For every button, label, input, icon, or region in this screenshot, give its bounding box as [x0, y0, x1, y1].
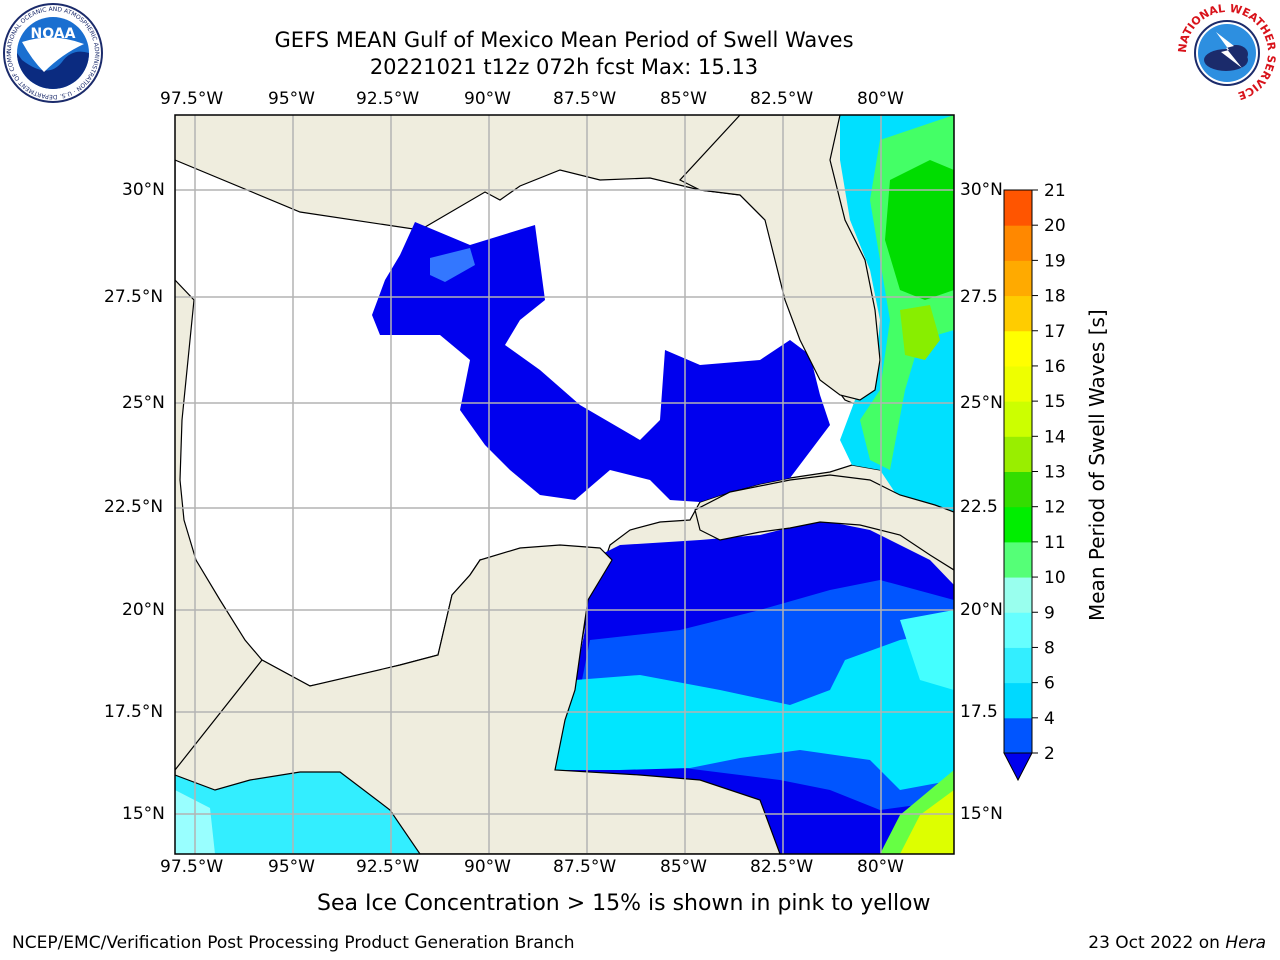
- noaa-logo-text: NOAA: [31, 26, 76, 42]
- colorbar-swatch: [1004, 190, 1032, 226]
- florida-land: [679, 115, 881, 401]
- lon-tick-label: 87.5°W: [553, 89, 617, 109]
- colorbar-tick-label: 9: [1044, 603, 1055, 623]
- colorbar-swatch: [1004, 330, 1032, 367]
- footer-date-text: 23 Oct 2022 on: [1088, 933, 1226, 953]
- footer-host: Hera: [1225, 933, 1266, 953]
- noaa-logo: NATIONAL OCEANIC AND ATMOSPHERIC ADMINIS…: [2, 2, 103, 103]
- atlantic-bright-green-region: [885, 160, 954, 300]
- atlantic-yellowgreen-region: [900, 305, 940, 360]
- lon-tick-label: 82.5°W: [750, 857, 814, 877]
- colorbar-swatch: [1004, 365, 1032, 402]
- lon-tick-label: 92.5°W: [356, 89, 420, 109]
- lat-tick-label: 30°N: [960, 180, 1003, 200]
- colorbar-swatch: [1004, 612, 1032, 648]
- map-field: [175, 115, 954, 854]
- colorbar-tick-label: 8: [1044, 638, 1055, 658]
- colorbar-swatch: [1004, 225, 1032, 261]
- lat-tick-label: 22.5°N: [104, 497, 164, 517]
- chart-subtitle: 20221021 t12z 072h fcst Max: 15.13: [369, 55, 759, 79]
- caribbean-swell-cyan: [555, 630, 954, 790]
- lat-tick-label: 25°N: [122, 393, 165, 413]
- colorbar-swatch: [1004, 717, 1032, 754]
- colorbar-tick-label: 19: [1044, 251, 1066, 271]
- lon-tick-label: 85°W: [660, 89, 707, 109]
- colorbar-swatch: [1004, 471, 1032, 508]
- map-gridlines: [175, 115, 954, 854]
- colorbar-swatch: [1004, 260, 1032, 297]
- lat-tick-label: 27.5°N: [104, 287, 164, 307]
- nws-logo: NATIONAL WEATHER SERVICE: [1176, 2, 1278, 102]
- lat-tick-label: 20°N: [960, 600, 1003, 620]
- colorbar-tick-label: 18: [1044, 287, 1066, 307]
- caribbean-swell-aqua: [900, 610, 954, 690]
- colorbar-tick-label: 14: [1044, 427, 1066, 447]
- colorbar-tick-label: 17: [1044, 322, 1066, 342]
- chart-title: GEFS MEAN Gulf of Mexico Mean Period of …: [274, 28, 854, 52]
- footer-credit: NCEP/EMC/Verification Post Processing Pr…: [12, 933, 575, 953]
- colorbar-tick-label: 12: [1044, 498, 1066, 518]
- lat-tick-label: 15°N: [122, 804, 165, 824]
- colorbar-swatch: [1004, 541, 1032, 578]
- colorbar-swatch: [1004, 295, 1032, 332]
- gulf-swell-blue-region: [372, 222, 830, 502]
- lat-tick-label: 20°N: [122, 600, 165, 620]
- lon-tick-label: 85°W: [660, 857, 707, 877]
- lat-tick-label: 17.5: [960, 702, 998, 722]
- sea-ice-footnote: Sea Ice Concentration > 15% is shown in …: [317, 891, 931, 916]
- lat-tick-label: 30°N: [122, 180, 165, 200]
- colorbar-tick-label: 20: [1044, 216, 1066, 236]
- colorbar-swatch: [1004, 506, 1032, 543]
- lat-tick-label: 25°N: [960, 393, 1003, 413]
- cuba-land: [694, 474, 954, 571]
- footer-date: 23 Oct 2022 on Hera: [1088, 933, 1266, 953]
- lon-tick-label: 87.5°W: [553, 857, 617, 877]
- lon-tick-label: 90°W: [464, 857, 511, 877]
- pacific-swell-region: [175, 772, 420, 854]
- caribbean-swell-green: [880, 770, 954, 854]
- lon-tick-label: 90°W: [464, 89, 511, 109]
- colorbar-swatch: [1004, 682, 1032, 719]
- lon-tick-label: 82.5°W: [750, 89, 814, 109]
- colorbar-swatch: [1004, 647, 1032, 684]
- colorbar-label: Mean Period of Swell Waves [s]: [1085, 309, 1109, 621]
- colorbar-tick-label: 11: [1044, 533, 1066, 553]
- colorbar-tick-label: 21: [1044, 181, 1066, 201]
- colorbar-under-arrow: [1003, 752, 1033, 782]
- colorbar-swatch: [1004, 577, 1032, 613]
- colorbar: 2 4 6 8 9 10 11 12 13 14 15 16 17 18 19 20 21: [1003, 181, 1066, 782]
- colorbar-tick-label: 6: [1044, 674, 1055, 694]
- lon-tick-label: 92.5°W: [356, 857, 420, 877]
- lon-tick-label: 80°W: [857, 857, 904, 877]
- lon-tick-label: 97.5°W: [160, 89, 224, 109]
- lon-tick-label: 95°W: [268, 89, 315, 109]
- gulf-swell-light-patch: [430, 248, 475, 282]
- colorbar-tick-label: 2: [1044, 744, 1055, 764]
- map-frame: [174, 114, 955, 855]
- colorbar-tick-label: 10: [1044, 568, 1066, 588]
- lat-tick-label: 17.5°N: [104, 702, 164, 722]
- lat-tick-label: 27.5: [960, 287, 998, 307]
- colorbar-swatch: [1004, 401, 1032, 437]
- yucatan-land: [175, 544, 781, 854]
- colorbar-tick-label: 16: [1044, 357, 1066, 377]
- lon-tick-label: 97.5°W: [160, 857, 224, 877]
- colorbar-tick-label: 4: [1044, 709, 1055, 729]
- colorbar-tick-label: 15: [1044, 392, 1066, 412]
- lat-tick-label: 22.5: [960, 497, 998, 517]
- lat-tick-label: 15°N: [960, 804, 1003, 824]
- colorbar-swatch: [1004, 436, 1032, 472]
- lon-tick-label: 95°W: [268, 857, 315, 877]
- lon-tick-label: 80°W: [857, 89, 904, 109]
- colorbar-tick-label: 13: [1044, 463, 1066, 483]
